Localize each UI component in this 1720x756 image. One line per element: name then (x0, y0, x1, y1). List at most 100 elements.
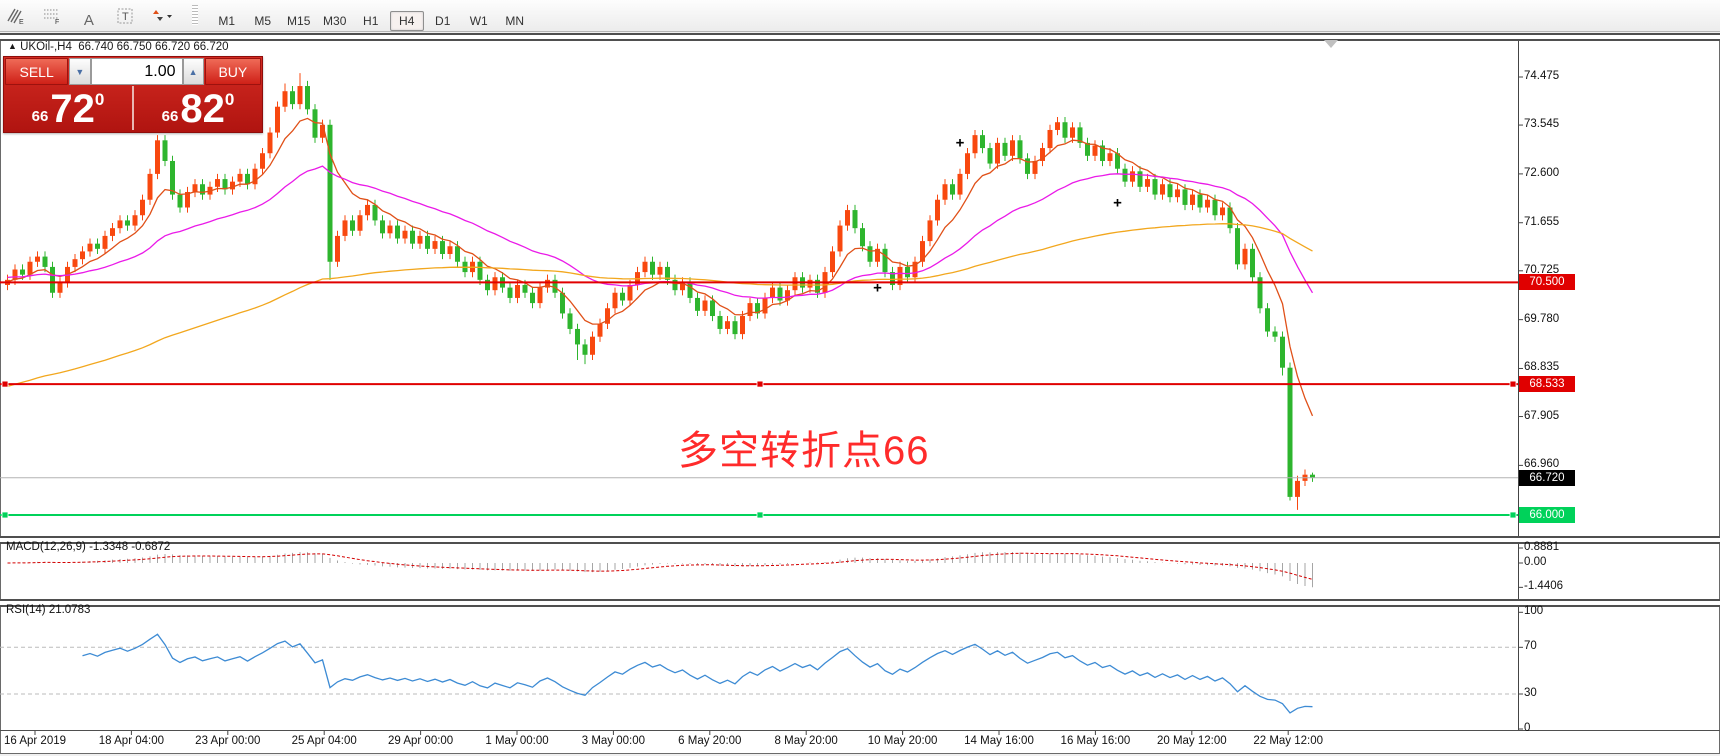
candle-body (845, 210, 850, 226)
current-price-badge: 66.720 (1519, 469, 1575, 486)
candle-body (920, 241, 925, 262)
timeframe-button-M5[interactable]: M5 (254, 14, 272, 28)
rsi-line (82, 633, 1313, 714)
candle-body (522, 285, 528, 293)
candle-body (102, 235, 108, 249)
candle-body (50, 266, 55, 293)
grid-f-glyph: F (44, 9, 60, 25)
sell-quote-main: 72 (50, 87, 95, 131)
text-label-icon[interactable]: A (83, 12, 94, 29)
timeframe-button-M1[interactable]: M1 (218, 14, 236, 28)
candle-body (927, 220, 933, 242)
candle-body (725, 321, 730, 329)
timeframe-button-MN[interactable]: MN (505, 14, 525, 28)
candle-body (732, 321, 738, 335)
pattern-e-glyph: E (7, 8, 24, 25)
time-tick-label: 25 Apr 04:00 (291, 735, 357, 747)
volume-up-button[interactable]: ▲ (182, 58, 204, 85)
macd-pane-separator[interactable] (0, 536, 1720, 544)
arrows-dropdown-icon[interactable] (148, 3, 176, 29)
candle-body (447, 246, 453, 255)
trade-panel-top-row: SELL ▼ 1.00 ▲ BUY (4, 57, 262, 85)
candle-body (35, 256, 40, 262)
rsi-tick-label: 70 (1524, 640, 1537, 653)
timeframe-button-M15[interactable]: M15 (287, 14, 311, 28)
hline-handle[interactable] (1, 380, 9, 388)
price-tick-label: 72.600 (1524, 166, 1560, 179)
buy-quote-main: 82 (180, 87, 225, 131)
rsi-tick-label: 30 (1524, 686, 1537, 699)
rsi-pane-separator[interactable] (0, 599, 1720, 607)
candle-body (507, 287, 513, 298)
candle-body (1130, 171, 1135, 182)
candle-body (567, 313, 573, 329)
candle-body (192, 184, 198, 192)
hline-handle[interactable] (756, 511, 764, 519)
collapse-triangle-icon[interactable]: ▲ (8, 41, 17, 51)
timeframe-button-H4[interactable]: H4 (389, 11, 424, 31)
candle-body (957, 173, 963, 195)
candle-body (1250, 248, 1255, 278)
macd-indicator-label: MACD(12,26,9) -1.3348 -0.6872 (6, 541, 171, 553)
hline-handle[interactable] (1, 511, 9, 519)
hline-handle[interactable] (756, 380, 764, 388)
candle-body (657, 266, 663, 275)
price-tick-label: 68.835 (1524, 361, 1560, 374)
candle-body (260, 153, 265, 169)
hline-price-badge: 68.533 (1519, 376, 1575, 393)
candle-body (905, 266, 910, 278)
chart-annotation-text[interactable]: 多空转折点66 (678, 429, 930, 473)
buy-button[interactable]: BUY (204, 58, 261, 85)
candle-body (275, 106, 280, 133)
toolbar-grip[interactable] (192, 5, 199, 25)
candle-body (515, 285, 520, 298)
rsi-pane (0, 633, 1518, 714)
candle-body (357, 215, 363, 231)
sell-quote-prefix: 66 (31, 108, 49, 125)
candle-body (747, 303, 753, 317)
timeframe-button-M30[interactable]: M30 (323, 14, 347, 28)
candle-body (117, 220, 123, 229)
candle-body (1100, 145, 1105, 161)
candle-body (80, 251, 85, 260)
candle-body (485, 279, 490, 291)
timeframe-button-W1[interactable]: W1 (469, 14, 488, 28)
candle-body (530, 292, 535, 304)
timeframe-button-D1[interactable]: D1 (435, 14, 451, 28)
pattern-e-icon[interactable]: E (2, 3, 30, 29)
candle-body (987, 148, 993, 164)
quote-divider (132, 86, 134, 130)
volume-down-button[interactable]: ▼ (69, 58, 91, 85)
hline-handle[interactable] (1509, 511, 1517, 519)
candle-body (1242, 248, 1248, 265)
macd-tick-label: -1.4406 (1524, 580, 1564, 593)
hline-price-badge: 70.500 (1519, 274, 1575, 291)
volume-input[interactable]: 1.00 (90, 58, 183, 85)
candle-body (575, 328, 580, 345)
candle-body (305, 86, 310, 110)
candle-body (1175, 189, 1180, 198)
candle-body (365, 204, 370, 216)
hline-handle[interactable] (1509, 380, 1517, 388)
grid-f-icon[interactable]: F (38, 3, 66, 29)
sell-button[interactable]: SELL (5, 58, 69, 85)
candle-body (327, 124, 333, 262)
candle-body (42, 256, 48, 267)
candle-body (155, 140, 160, 174)
sell-quote-pip: 0 (94, 90, 105, 109)
svg-text:E: E (19, 19, 24, 25)
candle-body (537, 287, 543, 304)
timeframe-button-H1[interactable]: H1 (363, 14, 379, 28)
candle-body (1197, 194, 1203, 208)
candle-body (1182, 189, 1188, 205)
rsi-indicator-label: RSI(14) 21.0783 (6, 604, 91, 616)
chart-shift-marker-icon[interactable] (1324, 40, 1338, 48)
crosshair-plus-marker: + (955, 134, 965, 152)
time-tick-label: 18 Apr 04:00 (98, 735, 165, 747)
candle-body (545, 279, 550, 288)
macd-pane (7, 551, 1313, 588)
sell-quote[interactable]: 66 72 0 (4, 84, 132, 132)
text-box-icon[interactable]: T (111, 3, 139, 29)
buy-quote[interactable]: 66 82 0 (134, 84, 262, 132)
candle-body (1055, 122, 1060, 130)
